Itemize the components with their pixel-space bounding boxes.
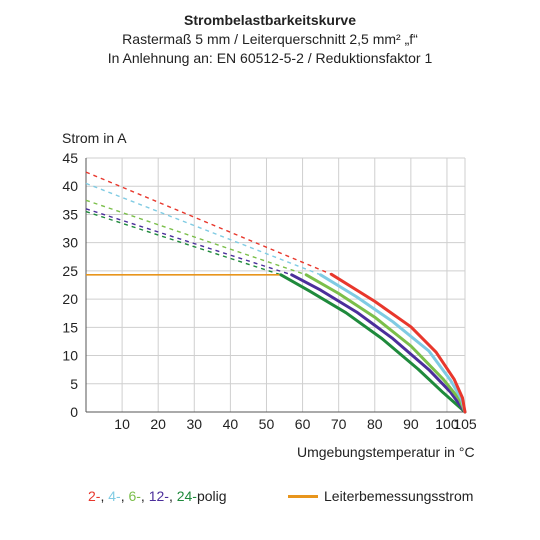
- y-tick-label-20: 20: [62, 291, 78, 307]
- y-tick-label-15: 15: [62, 319, 78, 335]
- series-curve-24-polig: [279, 273, 467, 414]
- legend-rated-current-label: Leiterbemessungsstrom: [324, 488, 474, 504]
- x-tick-label-40: 40: [223, 416, 239, 432]
- legend-item-3: ,: [120, 488, 129, 504]
- x-tick-label-30: 30: [186, 416, 202, 432]
- x-tick-label-10: 10: [114, 416, 130, 432]
- chart-subtitle-2: In Anlehnung an: EN 60512-5-2 / Reduktio…: [107, 50, 433, 66]
- legend-pole-counts: 2-, 4-, 6-, 12-, 24-polig: [88, 488, 227, 504]
- legend-item-5: ,: [140, 488, 149, 504]
- x-tick-label-50: 50: [259, 416, 275, 432]
- series-extrapolated-6-polig: [85, 199, 307, 276]
- y-tick-label-25: 25: [62, 263, 78, 279]
- x-tick-label-100: 100: [435, 416, 459, 432]
- x-tick-label-70: 70: [331, 416, 347, 432]
- legend-item-1: ,: [100, 488, 109, 504]
- series-extrapolated-12-polig: [85, 208, 292, 276]
- legend-item-4: 6-: [128, 488, 141, 504]
- legend-item-9: polig: [196, 488, 227, 504]
- y-tick-label-30: 30: [62, 235, 78, 251]
- y-tick-label-5: 5: [70, 376, 78, 392]
- y-axis-label: Strom in A: [62, 130, 127, 146]
- legend-item-6: 12-: [148, 488, 169, 504]
- chart-title: Strombelastbarkeitskurve: [184, 12, 356, 28]
- series-curve-2-polig: [329, 272, 467, 414]
- series-extrapolated-2-polig: [85, 171, 332, 275]
- legend-item-2: 4-: [108, 488, 121, 504]
- legend-item-0: 2-: [88, 488, 101, 504]
- y-tick-label-45: 45: [62, 150, 78, 166]
- series-curve-6-polig: [304, 273, 467, 414]
- y-tick-label-40: 40: [62, 178, 78, 194]
- x-tick-label-20: 20: [150, 416, 166, 432]
- x-axis-label: Umgebungstemperatur in °C: [297, 444, 475, 460]
- legend-item-7: ,: [168, 488, 177, 504]
- chart-subtitle-1: Rastermaß 5 mm / Leiterquerschnitt 2,5 m…: [122, 31, 418, 47]
- x-tick-label-105: 105: [453, 416, 477, 432]
- series-curve-12-polig: [290, 273, 467, 414]
- y-tick-label-0: 0: [70, 404, 78, 420]
- legend-rated-current: Leiterbemessungsstrom: [288, 488, 473, 504]
- x-tick-label-80: 80: [367, 416, 383, 432]
- series-extrapolated-4-polig: [85, 182, 321, 276]
- series-extrapolated-24-polig: [85, 210, 282, 276]
- y-tick-label-35: 35: [62, 206, 78, 222]
- y-tick-label-10: 10: [62, 348, 78, 364]
- legend-rated-current-swatch: [288, 494, 318, 498]
- legend-item-8: 24-: [176, 488, 197, 504]
- x-tick-label-60: 60: [295, 416, 311, 432]
- x-tick-label-90: 90: [403, 416, 419, 432]
